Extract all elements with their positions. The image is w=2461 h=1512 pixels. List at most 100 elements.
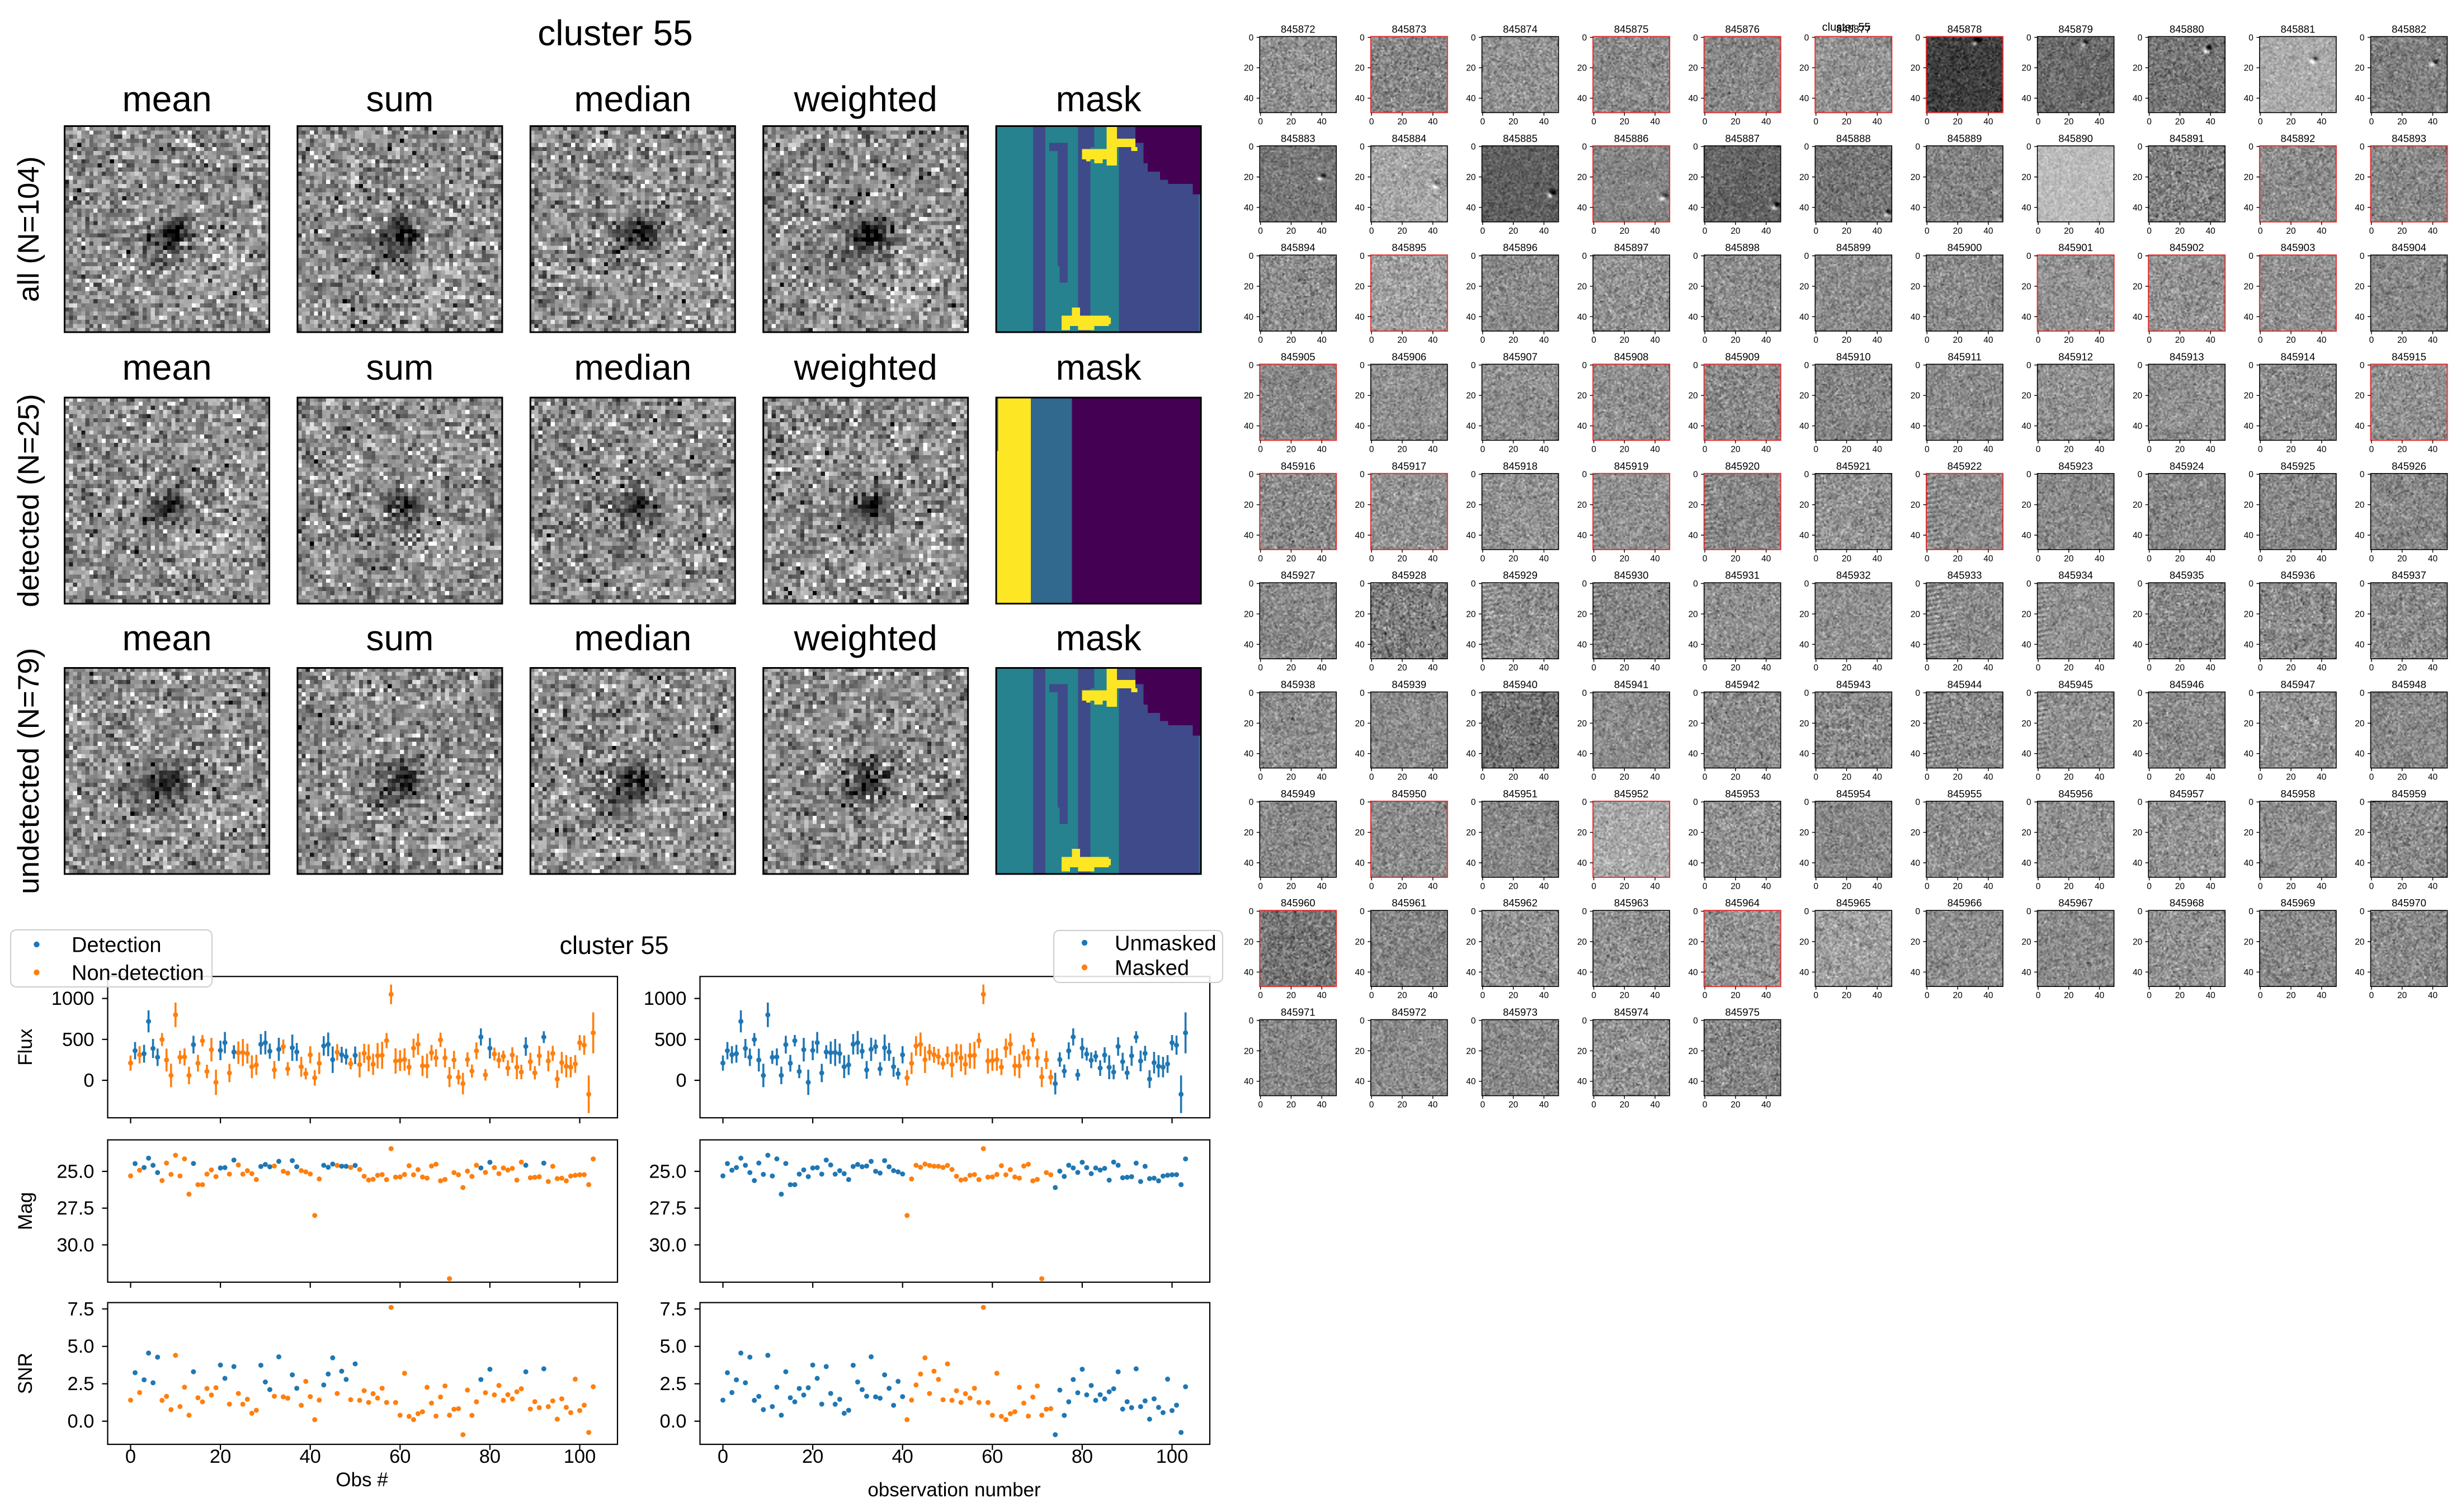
svg-text:weighted: weighted: [794, 618, 937, 658]
svg-text:40: 40: [1688, 1077, 1698, 1086]
svg-text:40: 40: [1466, 422, 1476, 431]
svg-text:20: 20: [1911, 282, 1921, 291]
svg-text:0: 0: [1804, 33, 1809, 42]
svg-text:845891: 845891: [2170, 133, 2204, 144]
svg-text:845892: 845892: [2281, 133, 2316, 144]
svg-text:20: 20: [2133, 719, 2143, 729]
svg-text:40: 40: [1539, 991, 1549, 1000]
svg-text:40: 40: [2244, 422, 2254, 431]
svg-text:845894: 845894: [1281, 242, 1316, 253]
svg-text:40: 40: [1761, 336, 1771, 345]
svg-text:40: 40: [2244, 94, 2254, 103]
svg-text:845948: 845948: [2392, 679, 2426, 691]
svg-text:0: 0: [2026, 907, 2031, 916]
svg-text:20: 20: [1286, 991, 1296, 1000]
svg-text:20: 20: [1911, 719, 1921, 729]
svg-text:20: 20: [2064, 226, 2074, 236]
svg-text:20: 20: [2064, 991, 2074, 1000]
svg-text:40: 40: [2133, 203, 2143, 212]
svg-text:sum: sum: [366, 347, 433, 388]
svg-text:40: 40: [1911, 859, 1921, 868]
svg-text:median: median: [574, 618, 691, 658]
svg-text:20: 20: [1731, 445, 1741, 454]
svg-text:0: 0: [2360, 143, 2365, 152]
svg-text:20: 20: [1953, 336, 1963, 345]
svg-text:0: 0: [1925, 991, 1930, 1000]
svg-text:40: 40: [1911, 422, 1921, 431]
svg-text:40: 40: [1244, 313, 1254, 322]
svg-text:0: 0: [1703, 882, 1708, 891]
svg-text:845900: 845900: [1948, 242, 1982, 253]
svg-text:0: 0: [1582, 798, 1587, 807]
svg-text:20: 20: [2133, 828, 2143, 838]
svg-text:0: 0: [1258, 773, 1263, 782]
svg-text:20: 20: [1842, 773, 1852, 782]
svg-text:20: 20: [1355, 64, 1365, 73]
svg-text:0: 0: [1703, 991, 1708, 1000]
svg-text:0: 0: [1471, 143, 1476, 152]
svg-text:40: 40: [1799, 531, 1809, 541]
svg-text:20: 20: [2021, 282, 2031, 291]
svg-text:40: 40: [1688, 531, 1698, 541]
svg-text:0: 0: [1804, 907, 1809, 916]
svg-text:20: 20: [1397, 1100, 1407, 1110]
svg-text:0: 0: [2138, 907, 2143, 916]
svg-text:20: 20: [1911, 609, 1921, 619]
svg-text:20: 20: [1355, 391, 1365, 401]
svg-text:40: 40: [1873, 882, 1883, 891]
svg-text:845893: 845893: [2392, 133, 2426, 144]
svg-text:845975: 845975: [1725, 1007, 1760, 1018]
svg-text:mean: mean: [122, 79, 211, 119]
svg-text:20: 20: [1688, 938, 1698, 947]
svg-text:0: 0: [1582, 252, 1587, 261]
svg-text:0: 0: [1480, 445, 1485, 454]
svg-text:20: 20: [2064, 554, 2074, 564]
svg-text:845965: 845965: [1836, 897, 1871, 909]
svg-text:0: 0: [1582, 579, 1587, 589]
svg-text:40: 40: [1577, 968, 1587, 977]
svg-text:0: 0: [1693, 143, 1698, 152]
svg-text:20: 20: [1397, 226, 1407, 236]
svg-text:845937: 845937: [2392, 569, 2426, 581]
svg-text:20: 20: [2355, 173, 2365, 182]
svg-text:0: 0: [2147, 991, 2152, 1000]
svg-text:20: 20: [1911, 828, 1921, 838]
svg-text:20: 20: [2244, 64, 2254, 73]
svg-text:20: 20: [1842, 336, 1852, 345]
svg-text:40: 40: [1317, 773, 1327, 782]
svg-text:0: 0: [2360, 579, 2365, 589]
svg-text:0: 0: [1582, 688, 1587, 698]
svg-text:20: 20: [1286, 554, 1296, 564]
svg-text:40: 40: [1355, 203, 1365, 212]
svg-text:845889: 845889: [1948, 133, 1982, 144]
svg-text:observation number: observation number: [868, 1479, 1041, 1501]
svg-text:0: 0: [2369, 554, 2374, 564]
svg-text:0: 0: [2369, 991, 2374, 1000]
svg-text:20: 20: [2064, 663, 2074, 673]
svg-text:undetected (N=79): undetected (N=79): [12, 648, 45, 895]
svg-text:845936: 845936: [2281, 569, 2316, 581]
svg-text:0: 0: [1693, 688, 1698, 698]
svg-text:20: 20: [2175, 882, 2185, 891]
svg-text:40: 40: [1911, 531, 1921, 541]
svg-text:40: 40: [1428, 554, 1438, 564]
svg-text:845935: 845935: [2170, 569, 2204, 581]
svg-text:40: 40: [1539, 773, 1549, 782]
svg-text:40: 40: [1688, 94, 1698, 103]
svg-text:40: 40: [2095, 773, 2105, 782]
svg-text:0: 0: [1915, 252, 1920, 261]
svg-text:40: 40: [1911, 749, 1921, 759]
svg-text:0: 0: [2138, 143, 2143, 152]
svg-text:40: 40: [1577, 1077, 1587, 1086]
svg-text:20: 20: [1244, 828, 1254, 838]
svg-text:0: 0: [2248, 33, 2253, 42]
svg-text:40: 40: [2206, 117, 2216, 126]
svg-text:20: 20: [1286, 117, 1296, 126]
svg-text:845960: 845960: [1281, 897, 1316, 909]
svg-text:0: 0: [2036, 554, 2041, 564]
svg-text:40: 40: [1799, 203, 1809, 212]
svg-text:0: 0: [1703, 1100, 1708, 1110]
svg-text:20: 20: [2064, 117, 2074, 126]
svg-text:40: 40: [1799, 422, 1809, 431]
svg-text:0: 0: [1249, 798, 1254, 807]
